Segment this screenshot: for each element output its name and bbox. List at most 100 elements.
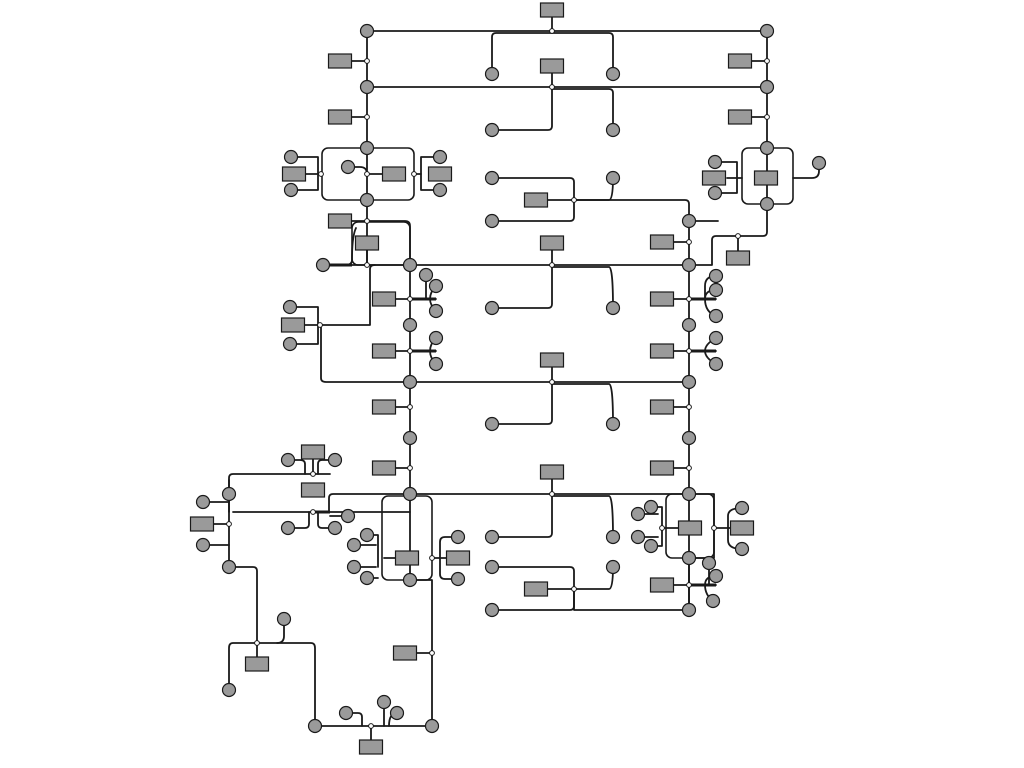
- junction-point: [364, 171, 370, 177]
- rect-node: [649, 291, 675, 307]
- nodes-layer: [189, 2, 827, 755]
- junction-point: [686, 465, 692, 471]
- junction-point: [364, 218, 370, 224]
- edge: [737, 203, 768, 237]
- edge: [551, 495, 614, 538]
- junction-point: [549, 262, 555, 268]
- junction-point: [317, 322, 323, 328]
- rect-node: [300, 444, 326, 460]
- circle-node: [402, 486, 418, 502]
- circle-node: [630, 506, 646, 522]
- circle-node: [428, 303, 444, 319]
- rect-node: [729, 520, 755, 536]
- edge: [287, 511, 310, 529]
- circle-node: [282, 336, 298, 352]
- edge: [317, 511, 336, 529]
- junction-point: [364, 58, 370, 64]
- rect-node: [539, 352, 565, 368]
- rect-node: [280, 317, 306, 333]
- circle-node: [340, 508, 356, 524]
- circle-node: [376, 694, 392, 710]
- circle-node: [432, 149, 448, 165]
- circle-node: [811, 155, 827, 171]
- circle-node: [605, 122, 621, 138]
- edge: [345, 712, 363, 727]
- circle-node: [759, 196, 775, 212]
- circle-node: [402, 317, 418, 333]
- rect-node: [371, 460, 397, 476]
- circle-node: [389, 705, 405, 721]
- circle-node: [402, 374, 418, 390]
- circle-node: [605, 170, 621, 186]
- circle-node: [283, 182, 299, 198]
- group-frame: [351, 221, 411, 266]
- edge: [439, 536, 459, 559]
- circle-node: [605, 529, 621, 545]
- circle-node: [708, 356, 724, 372]
- circle-node: [402, 430, 418, 446]
- rect-node: [649, 460, 675, 476]
- edge: [573, 588, 690, 611]
- circle-node: [276, 611, 292, 627]
- edge: [491, 199, 575, 222]
- edge: [491, 493, 553, 538]
- junction-point: [368, 723, 374, 729]
- circle-node: [402, 257, 418, 273]
- rect-node: [701, 170, 727, 186]
- circle-node: [307, 718, 323, 734]
- junction-point: [764, 114, 770, 120]
- circle-node: [359, 570, 375, 586]
- circle-node: [708, 268, 724, 284]
- group-frame: [381, 495, 433, 581]
- circle-node: [605, 559, 621, 575]
- edge: [792, 162, 820, 179]
- rect-node: [539, 464, 565, 480]
- rect-node: [539, 235, 565, 251]
- rect-node: [394, 550, 420, 566]
- rect-node: [281, 166, 307, 182]
- edge: [322, 227, 357, 266]
- rect-node: [649, 577, 675, 593]
- junction-point: [571, 197, 577, 203]
- circle-node: [428, 330, 444, 346]
- junction-point: [686, 296, 692, 302]
- edges-layer: [202, 9, 820, 748]
- junction-point: [310, 509, 316, 515]
- rect-node: [523, 581, 549, 597]
- circle-node: [450, 571, 466, 587]
- junction-point: [254, 640, 260, 646]
- circle-node: [681, 602, 697, 618]
- circle-node: [402, 572, 418, 588]
- rect-node: [358, 739, 384, 755]
- rect-node: [753, 170, 779, 186]
- circle-node: [432, 182, 448, 198]
- circle-node: [221, 559, 237, 575]
- rect-node: [649, 234, 675, 250]
- circle-node: [484, 213, 500, 229]
- circle-node: [707, 185, 723, 201]
- junction-point: [549, 84, 555, 90]
- circle-node: [327, 452, 343, 468]
- circle-node: [282, 299, 298, 315]
- circle-node: [630, 529, 646, 545]
- circle-node: [450, 529, 466, 545]
- circle-node: [424, 718, 440, 734]
- circle-node: [315, 257, 331, 273]
- circle-node: [681, 213, 697, 229]
- rect-node: [727, 53, 753, 69]
- junction-point: [571, 586, 577, 592]
- circle-node: [195, 537, 211, 553]
- circle-node: [484, 529, 500, 545]
- circle-node: [484, 602, 500, 618]
- circle-node: [707, 154, 723, 170]
- rect-node: [523, 192, 549, 208]
- junction-point: [411, 171, 417, 177]
- circle-node: [346, 559, 362, 575]
- junction-point: [764, 58, 770, 64]
- junction-point: [686, 582, 692, 588]
- circle-node: [484, 122, 500, 138]
- circle-node: [643, 538, 659, 554]
- junction-point: [226, 521, 232, 527]
- circle-node: [759, 79, 775, 95]
